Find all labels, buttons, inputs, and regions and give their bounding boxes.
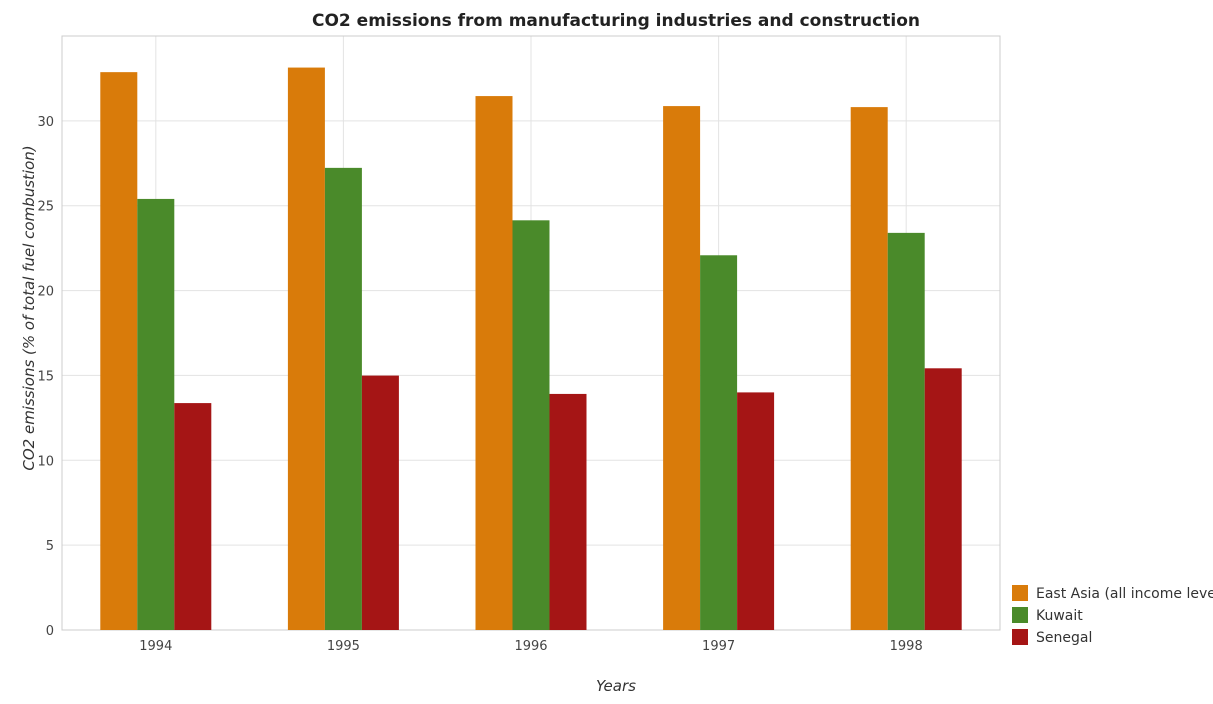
legend-label: East Asia (all income levels) — [1036, 586, 1213, 602]
y-tick-label: 20 — [37, 285, 54, 300]
bar — [887, 232, 925, 630]
legend-swatch — [1012, 629, 1028, 645]
y-tick-label: 30 — [37, 115, 54, 130]
x-tick-label: 1996 — [514, 639, 547, 654]
bar — [100, 72, 138, 630]
legend: East Asia (all income levels) Kuwait Seneg… — [1012, 585, 1213, 646]
bar — [850, 107, 888, 630]
bar — [287, 67, 325, 631]
x-tick-label: 1994 — [139, 639, 172, 654]
bar — [137, 198, 175, 630]
bar — [512, 220, 550, 631]
bar — [663, 106, 701, 631]
x-axis-label: Years — [596, 677, 636, 695]
y-tick-label: 15 — [37, 369, 54, 384]
x-tick-label: 1995 — [327, 639, 360, 654]
bar — [174, 403, 212, 630]
bar — [700, 255, 738, 630]
bar — [475, 96, 513, 630]
y-tick-label: 25 — [37, 200, 54, 215]
y-axis-label: CO2 emissions (% of total fuel combustio… — [20, 145, 38, 470]
bar — [324, 167, 362, 631]
legend-swatch — [1012, 585, 1028, 601]
x-tick-label: 1998 — [890, 639, 923, 654]
legend-label: Kuwait — [1036, 608, 1083, 624]
chart-title: CO2 emissions from manufacturing industr… — [312, 11, 920, 31]
bar — [737, 392, 775, 630]
legend-label: Senegal — [1036, 630, 1092, 646]
tick-labels: 0 5 10 15 20 25 30 1994 1995 1996 1997 1998 — [37, 115, 922, 654]
bars — [100, 67, 962, 631]
bar — [361, 375, 399, 630]
bar — [549, 393, 587, 630]
legend-swatch — [1012, 607, 1028, 623]
bar — [924, 368, 962, 630]
y-tick-label: 10 — [37, 454, 54, 469]
y-tick-label: 0 — [46, 624, 54, 639]
y-tick-label: 5 — [46, 539, 54, 554]
x-tick-label: 1997 — [702, 639, 735, 654]
